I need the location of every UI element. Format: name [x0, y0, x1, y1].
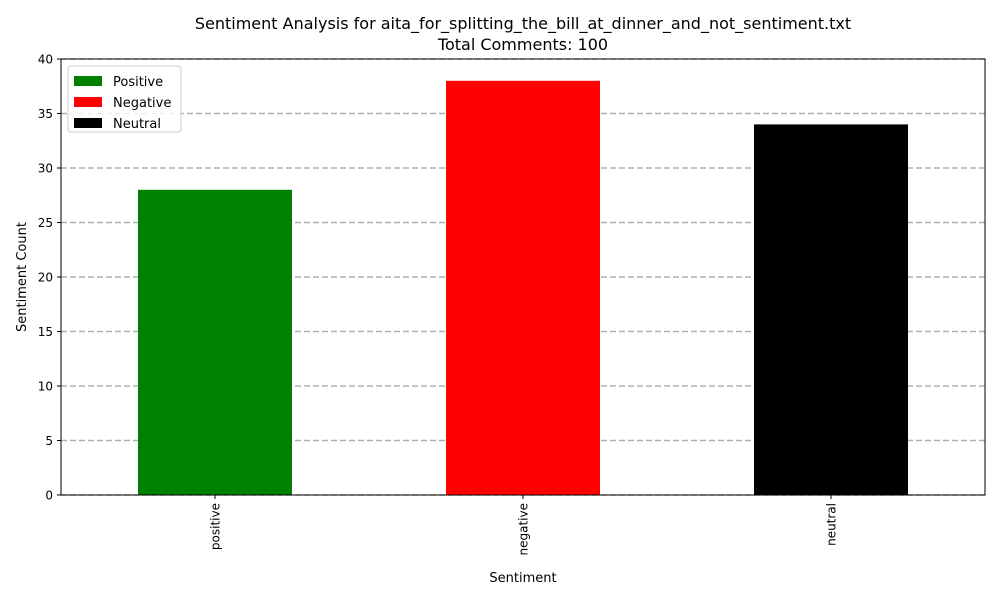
- legend: Positive Negative Neutral: [67, 65, 182, 133]
- bar-positive: [138, 189, 292, 496]
- bar-neutral: [754, 124, 908, 496]
- x-tick-label-negative: negative: [517, 503, 531, 555]
- x-tick-label-positive: positive: [209, 503, 223, 550]
- bars: [138, 80, 908, 496]
- x-tick-label-neutral: neutral: [825, 503, 839, 546]
- y-axis-label: Sentiment Count: [15, 222, 30, 332]
- legend-label-neutral: Neutral: [113, 117, 161, 132]
- y-tick-label-0: 0: [45, 489, 53, 503]
- legend-swatch-negative: [74, 97, 102, 107]
- y-tick-label-1: 5: [45, 434, 53, 448]
- chart-title-line1: Sentiment Analysis for aita_for_splittin…: [195, 14, 851, 34]
- legend-label-negative: Negative: [113, 96, 171, 111]
- tick-labels: 0 5 10 15 20 25 30 35 40 positive negative neutral: [38, 53, 839, 556]
- y-tick-label-7: 35: [38, 107, 53, 121]
- y-tick-label-5: 25: [38, 216, 53, 230]
- legend-label-positive: Positive: [113, 75, 163, 90]
- y-tick-label-8: 40: [38, 53, 53, 67]
- legend-swatch-positive: [74, 76, 102, 86]
- y-tick-label-6: 30: [38, 162, 53, 176]
- axes: [57, 58, 986, 499]
- y-tick-label-2: 10: [38, 380, 53, 394]
- x-axis-label: Sentiment: [489, 571, 556, 586]
- y-tick-label-3: 15: [38, 325, 53, 339]
- bar-negative: [446, 80, 600, 496]
- legend-swatch-neutral: [74, 118, 102, 128]
- y-tick-label-4: 20: [38, 271, 53, 285]
- chart-title-line2: Total Comments: 100: [437, 35, 608, 54]
